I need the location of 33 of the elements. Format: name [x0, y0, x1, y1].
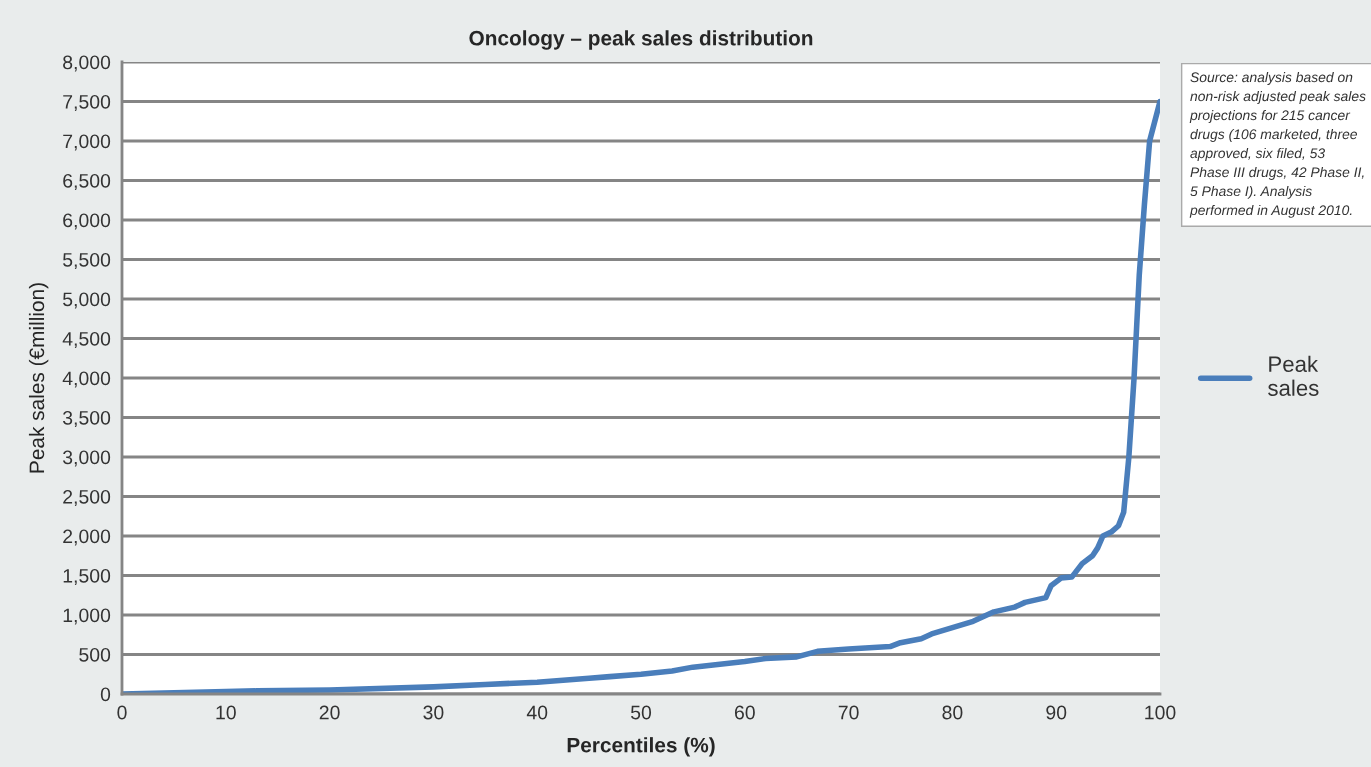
- x-axis-title: Percentiles (%): [567, 737, 715, 757]
- x-tick-label: 100: [1145, 705, 1176, 720]
- y-tick-label: 7,000: [63, 134, 111, 151]
- y-axis-title: Peak sales (€million): [28, 283, 49, 473]
- x-tick-label: 30: [423, 705, 444, 720]
- x-tick-label: 90: [1046, 705, 1067, 720]
- x-tick-label: 70: [838, 705, 859, 720]
- x-tick-label: 60: [734, 705, 755, 720]
- y-tick-label: 6,000: [63, 213, 111, 230]
- x-tick-label: 40: [526, 705, 548, 720]
- y-tick-label: 7,500: [63, 94, 111, 112]
- y-tick-label: 3,500: [62, 410, 111, 428]
- y-tick-label: 1,500: [63, 568, 111, 586]
- x-tick-label: 10: [216, 705, 236, 720]
- y-tick-label: 6,500: [63, 173, 111, 191]
- y-tick-label: 2,500: [63, 489, 111, 507]
- y-tick-label: 4,500: [62, 331, 111, 349]
- x-tick-label: 0: [117, 705, 127, 720]
- y-tick-label: 2,000: [63, 529, 111, 546]
- y-tick-label: 0: [100, 687, 111, 702]
- y-tick-label: 8,000: [63, 55, 111, 72]
- legend-label: Peak sales: [1268, 355, 1319, 396]
- x-tick-label: 80: [942, 705, 963, 720]
- source-note: Source: analysis based on non-risk adjusted peak sales projections for 215 cancer drugs (106 marketed, three approved, six filed, 53 Phase III drugs, 42 Phase II, 5 Phase I). Analysis performed in August 2010.: [1189, 72, 1366, 218]
- y-tick-label: 5,500: [63, 252, 111, 270]
- y-tick-label: 5,000: [63, 292, 111, 309]
- y-tick-label: 4,000: [62, 371, 111, 388]
- y-tick-label: 3,000: [62, 450, 111, 467]
- chart-title: Oncology – peak sales distribution: [469, 30, 813, 50]
- x-tick-label: 50: [630, 705, 652, 720]
- y-tick-label: 1,000: [63, 608, 111, 625]
- y-tick-label: 500: [79, 647, 111, 662]
- x-tick-label: 20: [319, 705, 340, 720]
